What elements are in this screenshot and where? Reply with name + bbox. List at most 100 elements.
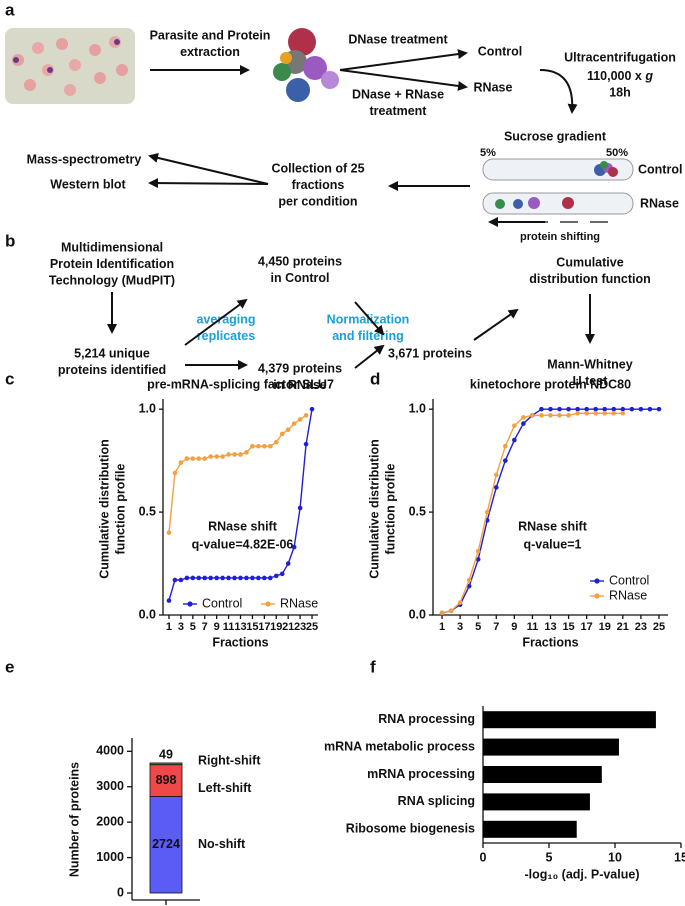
point <box>166 598 172 603</box>
point <box>166 530 172 535</box>
data-label: 898 <box>156 773 177 787</box>
point <box>548 406 553 412</box>
label: Parasite and Protein <box>150 28 271 42</box>
point <box>214 575 219 581</box>
panel-label: a <box>5 0 15 19</box>
y-tick-label: 1000 <box>96 850 124 864</box>
point <box>548 413 553 418</box>
label: Multidimensional <box>61 240 163 254</box>
label: Western blot <box>50 177 126 191</box>
x-tick-label: 15 <box>246 621 258 633</box>
point <box>244 450 249 455</box>
label: 50% <box>606 147 628 159</box>
y-axis-label: Number of proteins <box>67 762 81 877</box>
arrow <box>148 178 269 189</box>
point <box>557 406 562 412</box>
panel-label: c <box>5 369 14 388</box>
point <box>220 454 225 459</box>
label: Collection of 25 <box>271 161 364 175</box>
x-tick-label: 13 <box>544 621 556 633</box>
x-tick-label: 19 <box>270 621 282 633</box>
parasite-photo <box>5 28 135 104</box>
point <box>250 575 255 581</box>
point <box>184 575 190 581</box>
label: Protein Identification <box>50 257 174 271</box>
category-label: Ribosome biogenesis <box>346 822 475 836</box>
y-tick-label: 1.0 <box>139 401 156 415</box>
x-axis-label: Fractions <box>522 635 578 649</box>
bar-segment <box>149 796 183 894</box>
point <box>539 413 544 418</box>
y-tick-label: 0.5 <box>139 504 156 518</box>
arrow <box>539 69 578 114</box>
x-tick-label: 9 <box>511 621 517 633</box>
legend-label: Control <box>202 596 242 610</box>
x-tick-label: 19 <box>599 621 611 633</box>
point <box>457 600 463 605</box>
point <box>521 415 526 420</box>
label: 5% <box>480 147 496 159</box>
point <box>232 575 237 581</box>
sucrose-tubes <box>482 158 634 223</box>
annotation: RNase shift <box>518 519 588 533</box>
bar <box>483 711 656 729</box>
point <box>297 505 303 511</box>
label: 3,671 proteins <box>388 346 472 360</box>
point <box>172 577 178 583</box>
label: and filtering <box>332 329 404 343</box>
arrow <box>148 152 269 185</box>
bar <box>483 820 577 838</box>
legend-swatch <box>187 601 193 607</box>
point <box>297 417 303 422</box>
category-label: mRNA processing <box>367 767 475 781</box>
label: 4,379 proteins <box>258 361 342 375</box>
point <box>611 406 617 412</box>
x-tick-label: 5 <box>546 850 553 864</box>
point <box>232 452 237 457</box>
bar <box>483 738 619 756</box>
label: 5,214 unique <box>74 346 150 360</box>
speed: 110,000 x g <box>587 69 653 83</box>
bar-segment <box>149 762 183 766</box>
label: Mann-Whitney <box>547 357 632 371</box>
y-tick-label: 0.0 <box>139 607 156 621</box>
point <box>178 577 184 583</box>
legend-label: Control <box>609 573 649 587</box>
segment-name: No-shift <box>198 837 246 851</box>
arrow <box>339 49 468 71</box>
point <box>238 575 243 581</box>
x-axis-label: Fractions <box>212 635 268 649</box>
label: proteins identified <box>58 363 166 377</box>
arrow <box>354 301 385 336</box>
point <box>244 575 249 581</box>
y-axis-label: function profile <box>113 463 127 554</box>
point <box>279 571 285 577</box>
category-label: mRNA metabolic process <box>324 739 475 753</box>
point <box>273 573 279 579</box>
x-tick-label: 15 <box>674 850 685 864</box>
point <box>190 575 196 581</box>
y-tick-label: 1.0 <box>409 401 426 415</box>
point <box>262 575 267 581</box>
point <box>250 443 255 449</box>
point <box>196 575 202 581</box>
arrow <box>473 308 519 341</box>
label: Cumulative <box>556 255 623 269</box>
point <box>475 557 481 562</box>
point <box>256 443 261 449</box>
label: averaging <box>196 312 255 326</box>
point <box>285 427 291 433</box>
arrow <box>184 298 248 346</box>
point <box>226 575 231 581</box>
point <box>178 460 184 465</box>
panel-label: e <box>5 657 14 676</box>
label: DNase + RNase <box>352 87 444 101</box>
point <box>584 410 589 416</box>
point <box>208 454 213 459</box>
x-tick-label: 0 <box>480 850 487 864</box>
x-tick-label: 11 <box>223 621 235 633</box>
x-tick-label: 5 <box>190 621 196 633</box>
point <box>309 406 315 412</box>
point <box>638 406 644 412</box>
label: distribution function <box>529 272 651 286</box>
